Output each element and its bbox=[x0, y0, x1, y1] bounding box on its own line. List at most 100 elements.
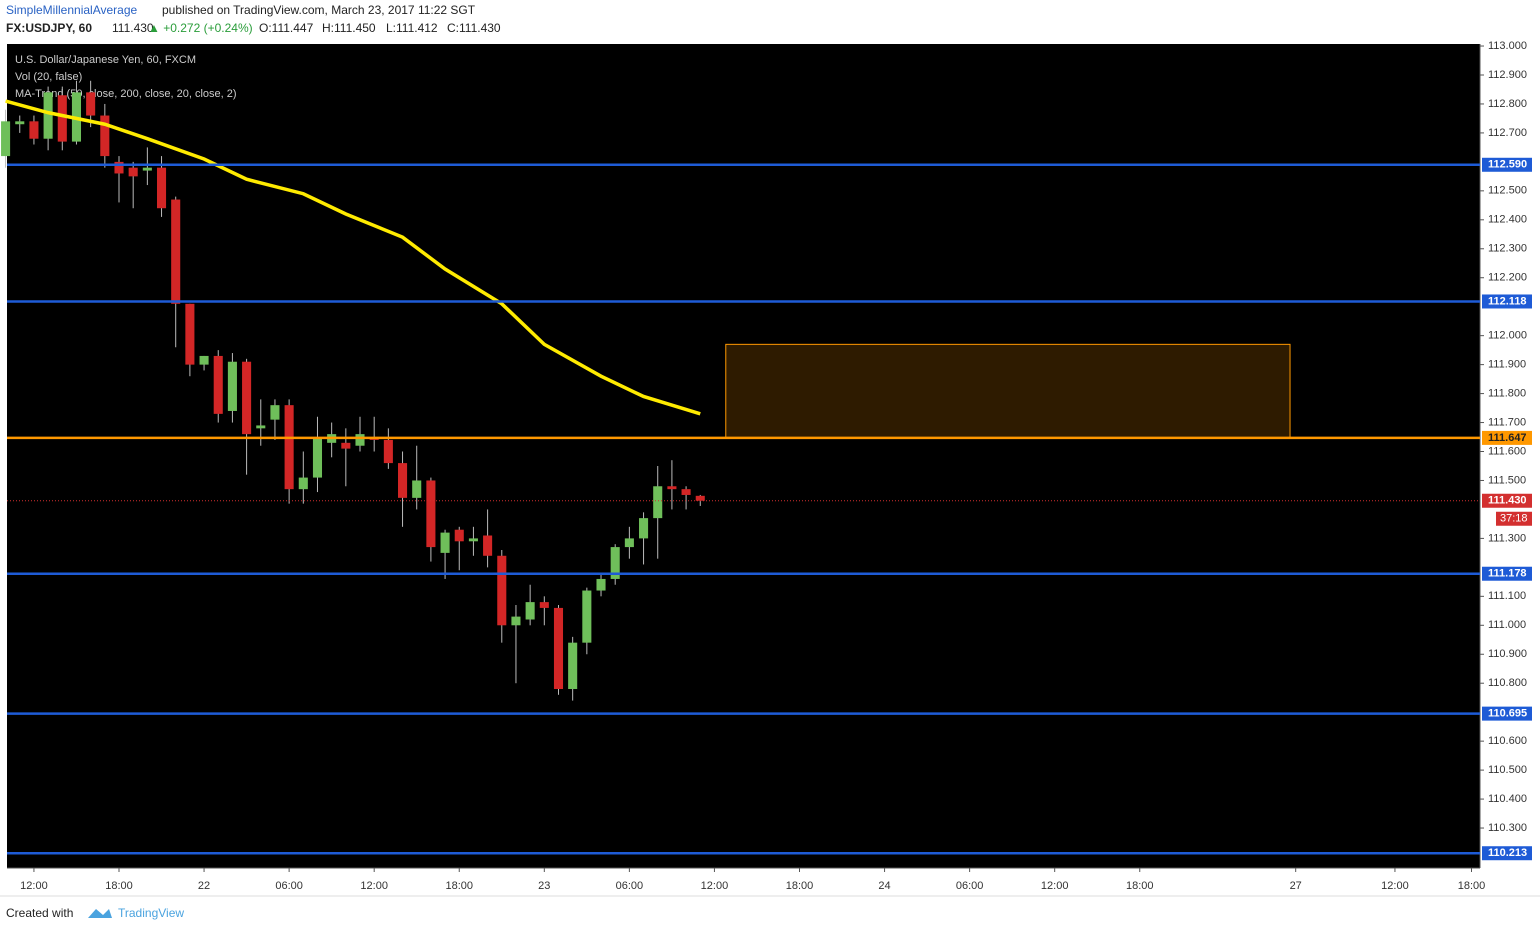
candle-body bbox=[539, 602, 549, 608]
x-tick-label: 06:00 bbox=[956, 880, 984, 892]
candle-body bbox=[156, 167, 167, 209]
candle-body bbox=[213, 355, 223, 414]
y-tick-label: 112.200 bbox=[1488, 272, 1527, 284]
brand[interactable]: TradingView bbox=[118, 906, 184, 920]
x-tick-label: 06:00 bbox=[275, 880, 303, 892]
y-tick-label: 112.300 bbox=[1488, 243, 1527, 255]
candle-body bbox=[440, 532, 450, 553]
y-tick-label: 111.700 bbox=[1488, 416, 1526, 428]
level-tag bbox=[1482, 566, 1532, 581]
logo bbox=[88, 909, 112, 918]
y-tick-label: 110.900 bbox=[1488, 648, 1527, 660]
x-tick-label: 12:00 bbox=[1041, 880, 1069, 892]
candle-body bbox=[525, 602, 535, 620]
level-label: 111.178 bbox=[1488, 568, 1527, 580]
candle-body bbox=[43, 92, 53, 139]
level-tag bbox=[1482, 294, 1532, 309]
x-tick-label: 24 bbox=[878, 880, 890, 892]
candle-body bbox=[256, 425, 266, 429]
x-tick-label: 12:00 bbox=[360, 880, 388, 892]
candle-body bbox=[681, 489, 691, 495]
y-tick-label: 110.300 bbox=[1488, 822, 1527, 834]
candle-body bbox=[114, 161, 124, 174]
level-tag bbox=[1482, 706, 1532, 721]
plot-area bbox=[7, 44, 1480, 868]
candle-body bbox=[639, 518, 649, 539]
candle-body bbox=[171, 199, 181, 304]
candle-body bbox=[553, 607, 564, 690]
zone bbox=[725, 343, 1291, 439]
y-tick-label: 110.500 bbox=[1488, 764, 1527, 776]
change: ▲ +0.272 (+0.24%) bbox=[148, 21, 253, 35]
candle-body bbox=[199, 355, 209, 365]
level-label: 112.118 bbox=[1488, 295, 1527, 307]
candle-body bbox=[454, 529, 464, 542]
candle-body bbox=[15, 121, 25, 125]
price-tag bbox=[1482, 493, 1532, 508]
y-tick-label: 110.800 bbox=[1488, 677, 1527, 689]
candle-body bbox=[185, 303, 195, 365]
countdown-tag bbox=[1496, 511, 1532, 526]
published: published on TradingView.com, March 23, … bbox=[162, 3, 476, 17]
x-tick-label: 06:00 bbox=[616, 880, 644, 892]
candle-body bbox=[341, 442, 351, 449]
y-tick-label: 110.400 bbox=[1488, 793, 1527, 805]
y-tick-label: 112.700 bbox=[1488, 127, 1527, 139]
high: H:111.450 bbox=[322, 21, 376, 35]
level-tag bbox=[1482, 846, 1532, 861]
candle-body bbox=[383, 439, 393, 464]
candle-body bbox=[1, 121, 11, 157]
candle-body bbox=[483, 535, 493, 556]
close: C:111.430 bbox=[447, 21, 501, 35]
candle-body bbox=[695, 495, 705, 501]
x-tick-label: 12:00 bbox=[20, 880, 48, 892]
y-tick-label: 112.000 bbox=[1488, 330, 1527, 342]
candle-body bbox=[142, 167, 152, 171]
y-tick-label: 112.500 bbox=[1488, 185, 1527, 197]
y-tick-label: 111.600 bbox=[1488, 445, 1526, 457]
legend-entry: MA-Trend (50, close, 200, close, 20, clo… bbox=[15, 88, 237, 100]
candle-body bbox=[468, 538, 478, 542]
y-tick-label: 111.800 bbox=[1488, 387, 1526, 399]
symbol: FX:USDJPY, 60 bbox=[6, 21, 92, 35]
x-tick-label: 18:00 bbox=[1126, 880, 1154, 892]
x-tick-label: 18:00 bbox=[1458, 880, 1486, 892]
candle-body bbox=[568, 642, 578, 690]
candle-body bbox=[128, 167, 138, 177]
candle-body bbox=[653, 486, 663, 519]
open: O:111.447 bbox=[259, 21, 314, 35]
x-tick-label: 18:00 bbox=[445, 880, 473, 892]
candle-body bbox=[511, 616, 521, 626]
y-tick-label: 112.800 bbox=[1488, 98, 1527, 110]
candle-body bbox=[398, 463, 408, 498]
price-label: 111.430 bbox=[1488, 495, 1527, 507]
y-tick-label: 112.900 bbox=[1488, 69, 1527, 81]
x-tick-label: 18:00 bbox=[786, 880, 814, 892]
last-price: 111.430 bbox=[112, 21, 154, 35]
candle-body bbox=[57, 95, 67, 142]
candle-body bbox=[270, 405, 280, 420]
candle-body bbox=[284, 405, 294, 490]
level-tag bbox=[1482, 157, 1532, 172]
legend-entry: U.S. Dollar/Japanese Yen, 60, FXCM bbox=[15, 54, 196, 66]
y-tick-label: 113.000 bbox=[1488, 40, 1527, 52]
author[interactable]: SimpleMillennialAverage bbox=[6, 3, 138, 17]
y-tick-label: 111.900 bbox=[1488, 359, 1526, 371]
y-tick-label: 111.500 bbox=[1488, 474, 1526, 486]
candle-body bbox=[596, 578, 606, 591]
y-tick-label: 110.600 bbox=[1488, 735, 1527, 747]
candle-body bbox=[412, 480, 422, 498]
countdown: 37:18 bbox=[1500, 513, 1528, 525]
candle-body bbox=[667, 486, 677, 490]
candle-body bbox=[298, 477, 308, 490]
level-label: 110.213 bbox=[1488, 847, 1527, 859]
level-label: 111.647 bbox=[1488, 432, 1527, 444]
candle-body bbox=[100, 115, 110, 157]
x-tick-label: 12:00 bbox=[1381, 880, 1409, 892]
y-tick-label: 111.300 bbox=[1488, 532, 1526, 544]
x-tick-label: 18:00 bbox=[105, 880, 133, 892]
candle-body bbox=[86, 92, 96, 116]
level-label: 112.590 bbox=[1488, 159, 1527, 171]
y-tick-label: 111.100 bbox=[1488, 590, 1526, 602]
